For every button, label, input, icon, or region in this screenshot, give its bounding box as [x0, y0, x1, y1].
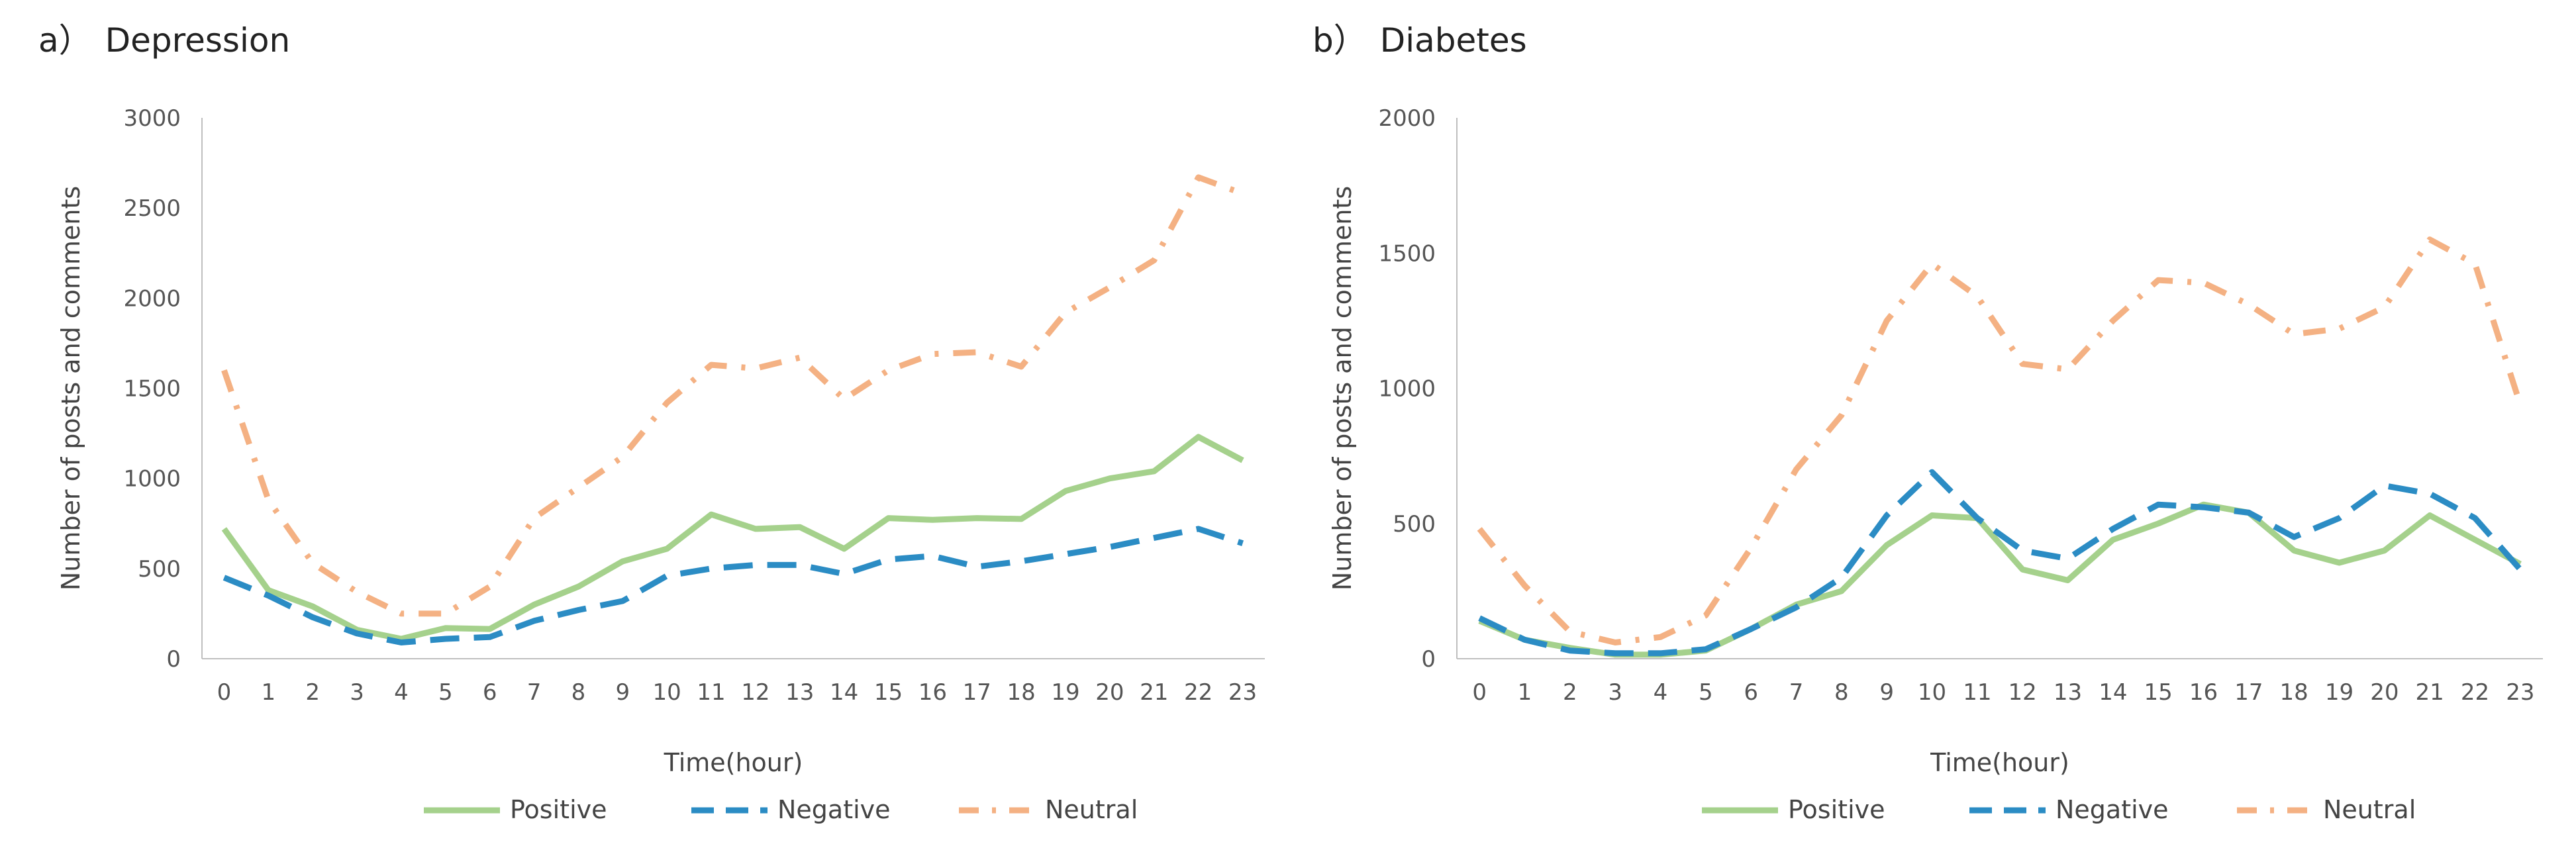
series-line-negative	[223, 526, 1244, 645]
y-tick-label: 2500	[123, 195, 181, 222]
x-tick-label: 0	[1472, 679, 1487, 706]
x-tick-label: 8	[1834, 679, 1849, 706]
x-axis-title: Time(hour)	[1930, 748, 2069, 777]
legend: Positive Negative Neutral	[1702, 795, 2416, 824]
y-tick-label: 500	[1393, 511, 1436, 538]
y-axis-title: Number of posts and comments	[1328, 186, 1357, 591]
x-tick-label: 23	[2506, 679, 2534, 706]
series-line-neutral	[1477, 236, 2524, 645]
legend-label: Positive	[510, 795, 607, 824]
x-tick-label: 5	[1699, 679, 1713, 706]
x-tick-label: 16	[2189, 679, 2218, 706]
legend-item-positive: Positive	[424, 795, 607, 824]
series-line-negative	[1478, 469, 2523, 657]
legend-label: Negative	[2056, 795, 2169, 824]
x-tick-label: 12	[741, 679, 769, 706]
x-tick-label: 23	[1228, 679, 1257, 706]
x-tick-label: 16	[918, 679, 947, 706]
y-tick-label: 500	[138, 556, 181, 583]
series-line-positive	[1478, 501, 2522, 658]
x-tick-label: 1	[1518, 679, 1532, 706]
panel-label: b）	[1313, 21, 1367, 60]
x-tick-label: 7	[1789, 679, 1804, 706]
x-tick-label: 10	[1918, 679, 1946, 706]
x-tick-label: 6	[1744, 679, 1758, 706]
legend-item-negative: Negative	[691, 795, 891, 824]
x-tick-label: 14	[2099, 679, 2127, 706]
x-tick-label: 10	[653, 679, 681, 706]
x-tick-label: 4	[1654, 679, 1668, 706]
y-axis-title: Number of posts and comments	[56, 186, 85, 591]
y-tick-label: 2000	[1378, 105, 1436, 132]
x-tick-label: 19	[1051, 679, 1079, 706]
x-tick-label: 21	[2416, 679, 2444, 706]
x-tick-label: 17	[2234, 679, 2263, 706]
x-tick-label: 20	[1095, 679, 1124, 706]
x-tick-label: 22	[1184, 679, 1213, 706]
x-tick-label: 22	[2461, 679, 2489, 706]
x-tick-label: 21	[1140, 679, 1168, 706]
y-tick-label: 3000	[123, 105, 181, 132]
x-tick-label: 18	[2280, 679, 2308, 706]
x-axis-title: Time(hour)	[664, 748, 803, 777]
x-tick-label: 8	[571, 679, 586, 706]
y-tick-label: 1500	[1378, 240, 1436, 267]
legend-item-positive: Positive	[1702, 795, 1885, 824]
x-tick-label: 9	[1879, 679, 1894, 706]
x-tick-label: 19	[2325, 679, 2353, 706]
panel-label: a）	[38, 21, 92, 60]
series-line-neutral	[221, 174, 1244, 617]
x-tick-label: 20	[2370, 679, 2399, 706]
y-tick-label: 0	[1421, 646, 1436, 673]
legend-label: Neutral	[1045, 795, 1138, 824]
x-tick-label: 17	[963, 679, 991, 706]
chart-title: b） Diabetes	[1313, 21, 1527, 60]
x-tick-label: 1	[261, 679, 275, 706]
legend-item-negative: Negative	[1969, 795, 2169, 824]
x-tick-label: 15	[874, 679, 903, 706]
y-tick-label: 1500	[123, 376, 181, 403]
legend: Positive Negative Neutral	[424, 795, 1138, 824]
x-tick-label: 4	[394, 679, 409, 706]
x-tick-label: 3	[350, 679, 364, 706]
x-tick-label: 5	[438, 679, 453, 706]
y-tick-label: 2000	[123, 285, 181, 312]
legend-label: Negative	[777, 795, 891, 824]
legend-label: Positive	[1788, 795, 1885, 824]
x-tick-label: 6	[483, 679, 497, 706]
y-tick-label: 0	[166, 646, 181, 673]
y-tick-label: 1000	[123, 466, 181, 493]
legend-item-neutral: Neutral	[2237, 795, 2416, 824]
legend-item-neutral: Neutral	[959, 795, 1138, 824]
x-tick-label: 13	[2054, 679, 2082, 706]
y-tick-label: 1000	[1378, 376, 1436, 403]
x-tick-label: 13	[785, 679, 814, 706]
x-tick-label: 2	[305, 679, 320, 706]
panel-title-text: Depression	[105, 21, 291, 60]
x-tick-label: 3	[1608, 679, 1622, 706]
x-tick-label: 11	[1963, 679, 1991, 706]
chart-title: a） Depression	[38, 21, 290, 60]
x-tick-label: 7	[527, 679, 542, 706]
x-tick-label: 18	[1007, 679, 1036, 706]
panel-title-text: Diabetes	[1380, 21, 1527, 60]
x-tick-label: 9	[615, 679, 630, 706]
x-tick-label: 2	[1563, 679, 1577, 706]
x-tick-label: 15	[2144, 679, 2173, 706]
legend-label: Neutral	[2323, 795, 2416, 824]
x-tick-label: 0	[217, 679, 232, 706]
x-tick-label: 12	[2008, 679, 2037, 706]
x-tick-label: 11	[697, 679, 725, 706]
x-tick-label: 14	[830, 679, 858, 706]
series-line-positive	[221, 434, 1244, 642]
